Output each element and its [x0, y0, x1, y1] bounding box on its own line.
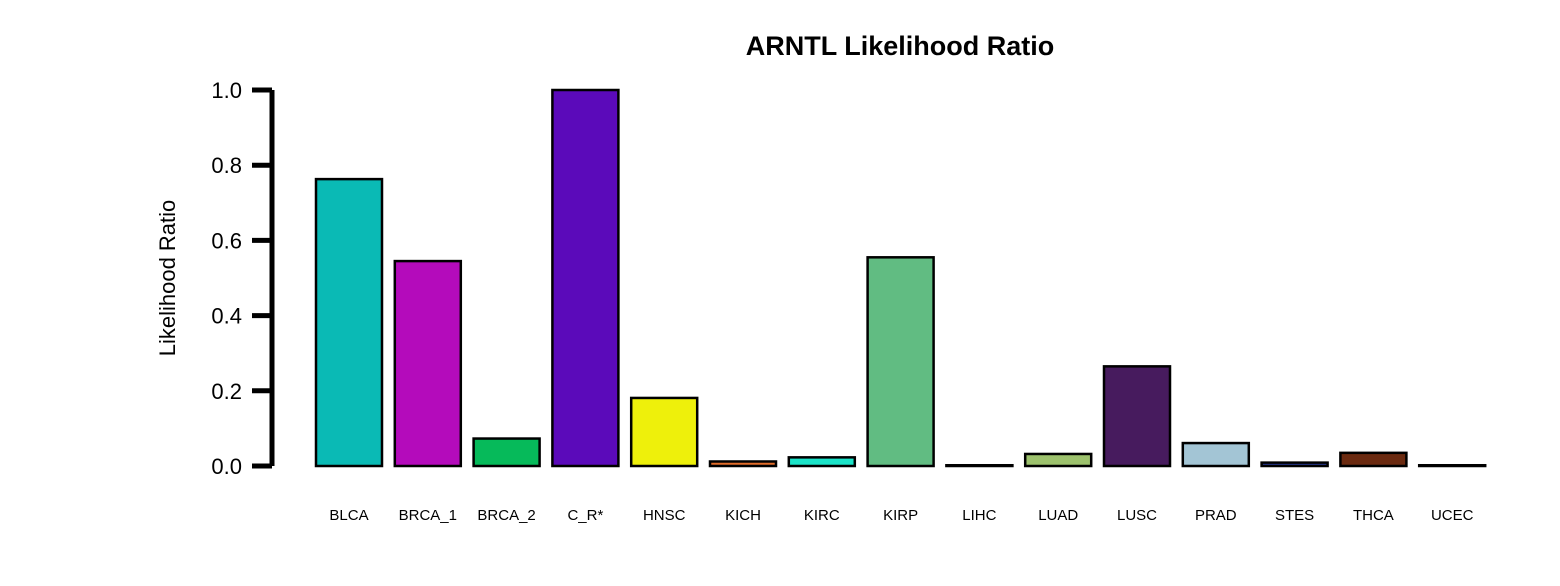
- x-tick-label: UCEC: [1431, 507, 1474, 524]
- bar-lusc: [1102, 365, 1172, 468]
- x-tick-label: BRCA_1: [399, 507, 457, 524]
- y-axis: 0.0 0.2 0.4 0.6 0.8 1.0: [211, 78, 275, 479]
- bar-kirp: [866, 256, 935, 468]
- x-tick-label: BLCA: [329, 507, 368, 524]
- y-tick-label: 1.0: [211, 78, 242, 103]
- bar-kirc: [787, 456, 857, 468]
- bar-stes: [1260, 461, 1329, 468]
- y-tick-label: 0.8: [211, 153, 242, 178]
- bar-blca: [314, 177, 384, 468]
- y-tick-label: 0.2: [211, 379, 242, 404]
- bar-lihc: [945, 463, 1014, 468]
- bar-luad: [1023, 452, 1093, 468]
- x-tick-label: C_R*: [567, 507, 603, 524]
- x-tick-label: PRAD: [1195, 507, 1237, 524]
- x-tick-label: LIHC: [962, 507, 996, 524]
- bar-prad: [1181, 441, 1251, 468]
- bars-group: [314, 88, 1487, 468]
- y-tick-label: 0.0: [211, 454, 242, 479]
- y-tick-label: 0.4: [211, 304, 242, 329]
- x-tick-label: HNSC: [643, 507, 686, 524]
- x-tick-label: THCA: [1353, 507, 1394, 524]
- x-tick-label: BRCA_2: [477, 507, 535, 524]
- y-axis-label: Likelihood Ratio: [155, 200, 180, 357]
- y-tick-label: 0.6: [211, 228, 242, 253]
- x-tick-label: STES: [1275, 507, 1314, 524]
- x-tick-label: KIRC: [804, 507, 840, 524]
- x-tick-label: KICH: [725, 507, 761, 524]
- bar-thca: [1339, 451, 1408, 468]
- x-tick-label: LUSC: [1117, 507, 1157, 524]
- bar-brca-2: [472, 437, 541, 468]
- bar-ucec: [1417, 463, 1487, 468]
- bar-kich: [708, 460, 778, 468]
- x-tick-label: KIRP: [883, 507, 918, 524]
- x-tick-labels: BLCA BRCA_1 BRCA_2 C_R* HNSC KICH KIRC KIRP LIHC…: [329, 507, 1473, 524]
- bar-hnsc: [629, 396, 699, 468]
- bar-c-r: [551, 88, 620, 468]
- x-tick-label: LUAD: [1038, 507, 1078, 524]
- chart-title: ARNTL Likelihood Ratio: [746, 31, 1055, 61]
- bar-brca-1: [393, 259, 463, 468]
